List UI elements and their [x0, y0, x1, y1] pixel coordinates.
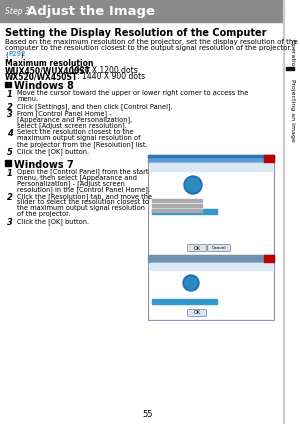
Bar — [148, 155, 274, 157]
Text: ): ) — [20, 51, 23, 58]
Bar — [152, 209, 217, 214]
Circle shape — [183, 275, 199, 291]
Text: Personalization] - [Adjust screen: Personalization] - [Adjust screen — [17, 180, 125, 187]
Bar — [152, 204, 202, 206]
Bar — [148, 155, 274, 162]
Text: Step 3: Step 3 — [5, 6, 32, 16]
Text: slider to select the resolution closest to: slider to select the resolution closest … — [17, 199, 149, 205]
Bar — [152, 199, 202, 201]
Bar — [150, 163, 272, 253]
Text: 4: 4 — [7, 129, 13, 138]
Text: menu, then select [Appearance and: menu, then select [Appearance and — [17, 174, 137, 181]
Text: Click the [OK] button.: Click the [OK] button. — [17, 218, 89, 225]
Text: menu.: menu. — [17, 96, 38, 102]
Text: 3: 3 — [7, 110, 13, 120]
Text: : 1440 X 900 dots: : 1440 X 900 dots — [63, 72, 145, 81]
Text: of the projector.: of the projector. — [17, 211, 70, 217]
FancyBboxPatch shape — [188, 245, 206, 251]
Text: Based on the maximum resolution of the projector, set the display resolution of : Based on the maximum resolution of the p… — [5, 39, 298, 45]
Text: OK: OK — [194, 245, 200, 251]
Bar — [152, 209, 202, 212]
Text: From [Control Panel Home] -: From [Control Panel Home] - — [17, 110, 112, 117]
Text: : 1920 X 1200 dots: : 1920 X 1200 dots — [63, 66, 138, 75]
Text: OK: OK — [194, 310, 200, 315]
Text: select [Adjust screen resolution].: select [Adjust screen resolution]. — [17, 122, 127, 129]
Text: (: ( — [5, 51, 8, 58]
Text: 55: 55 — [143, 410, 153, 419]
Text: Click the [OK] button.: Click the [OK] button. — [17, 148, 89, 155]
Text: Setting the Display Resolution of the Computer: Setting the Display Resolution of the Co… — [5, 28, 266, 38]
Bar — [148, 255, 274, 320]
Bar — [5, 160, 10, 165]
Circle shape — [186, 178, 200, 192]
Bar — [286, 67, 294, 70]
Text: the projector from the [Resolution] list.: the projector from the [Resolution] list… — [17, 141, 148, 148]
Text: 1: 1 — [7, 168, 13, 178]
Text: Cancel: Cancel — [212, 246, 226, 250]
Text: Windows 8: Windows 8 — [14, 81, 74, 91]
Text: WX520/WX450ST: WX520/WX450ST — [5, 72, 78, 81]
Text: Click [Settings], and then click [Control Panel].: Click [Settings], and then click [Contro… — [17, 103, 173, 110]
Text: Operation: Operation — [290, 39, 295, 71]
Text: Open the [Control Panel] from the start: Open the [Control Panel] from the start — [17, 168, 148, 175]
Bar — [284, 0, 300, 424]
Text: 2: 2 — [7, 103, 13, 112]
Text: maximum output signal resolution of: maximum output signal resolution of — [17, 135, 140, 141]
Text: [Appearance and Personalization],: [Appearance and Personalization], — [17, 116, 132, 123]
Bar — [0, 0, 283, 22]
Text: 1: 1 — [7, 90, 13, 99]
Circle shape — [185, 277, 197, 289]
Text: Maximum resolution: Maximum resolution — [5, 59, 94, 68]
Text: Adjust the Image: Adjust the Image — [27, 5, 155, 17]
Text: P292: P292 — [8, 51, 26, 57]
Text: computer to the resolution closest to the output signal resolution of the projec: computer to the resolution closest to th… — [5, 45, 292, 51]
Bar — [150, 263, 272, 270]
Circle shape — [184, 176, 202, 194]
Text: Move the cursor toward the upper or lower right corner to access the: Move the cursor toward the upper or lowe… — [17, 90, 248, 96]
FancyBboxPatch shape — [208, 245, 230, 251]
Bar — [264, 155, 274, 162]
Text: Projecting an Image: Projecting an Image — [290, 78, 295, 142]
Bar — [150, 163, 272, 171]
FancyBboxPatch shape — [188, 310, 206, 316]
Text: resolution] in the [Control Panel Home].: resolution] in the [Control Panel Home]. — [17, 186, 150, 192]
Bar — [283, 0, 284, 424]
Text: Windows 7: Windows 7 — [14, 159, 74, 170]
Bar — [5, 81, 10, 87]
Text: 5: 5 — [7, 148, 13, 157]
Bar — [148, 255, 274, 262]
Text: Click the [Resolution] tab, and move the: Click the [Resolution] tab, and move the — [17, 193, 152, 200]
Text: the maximum output signal resolution: the maximum output signal resolution — [17, 205, 145, 211]
Bar — [150, 263, 272, 318]
Text: 3: 3 — [7, 218, 13, 227]
Text: Select the resolution closest to the: Select the resolution closest to the — [17, 129, 134, 135]
Text: WUX450/WUX400ST: WUX450/WUX400ST — [5, 66, 91, 75]
Bar — [264, 255, 274, 262]
Text: 2: 2 — [7, 193, 13, 202]
Bar — [148, 155, 274, 255]
Bar — [152, 299, 217, 304]
